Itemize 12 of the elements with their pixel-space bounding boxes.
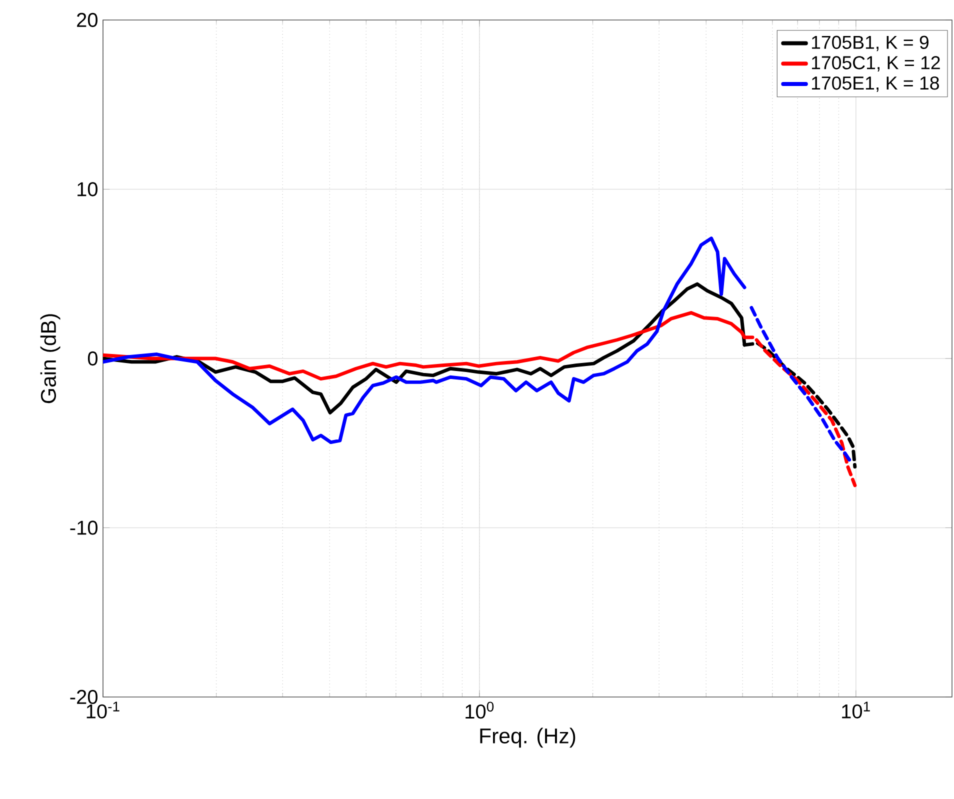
- y-tick-label: 10: [78, 182, 98, 196]
- y-tick-label: 20: [77, 12, 98, 28]
- y-tick-label: -10: [70, 520, 98, 535]
- legend-label: 1705C1, K = 12: [812, 56, 940, 72]
- y-tick-label: -20: [70, 690, 98, 704]
- x-tick-label: 10$^{1}$: [842, 702, 870, 718]
- x-axis-title: Freq. (Hz): [480, 728, 576, 748]
- y-tick-label: 0: [88, 351, 98, 366]
- y-axis-title: Gain (dB): [40, 314, 60, 404]
- legend-label: 1705B1, K = 9: [812, 36, 928, 52]
- x-tick-label: 10$^{0}$: [466, 702, 494, 719]
- legend-label: 1705E1, K = 18: [812, 76, 939, 92]
